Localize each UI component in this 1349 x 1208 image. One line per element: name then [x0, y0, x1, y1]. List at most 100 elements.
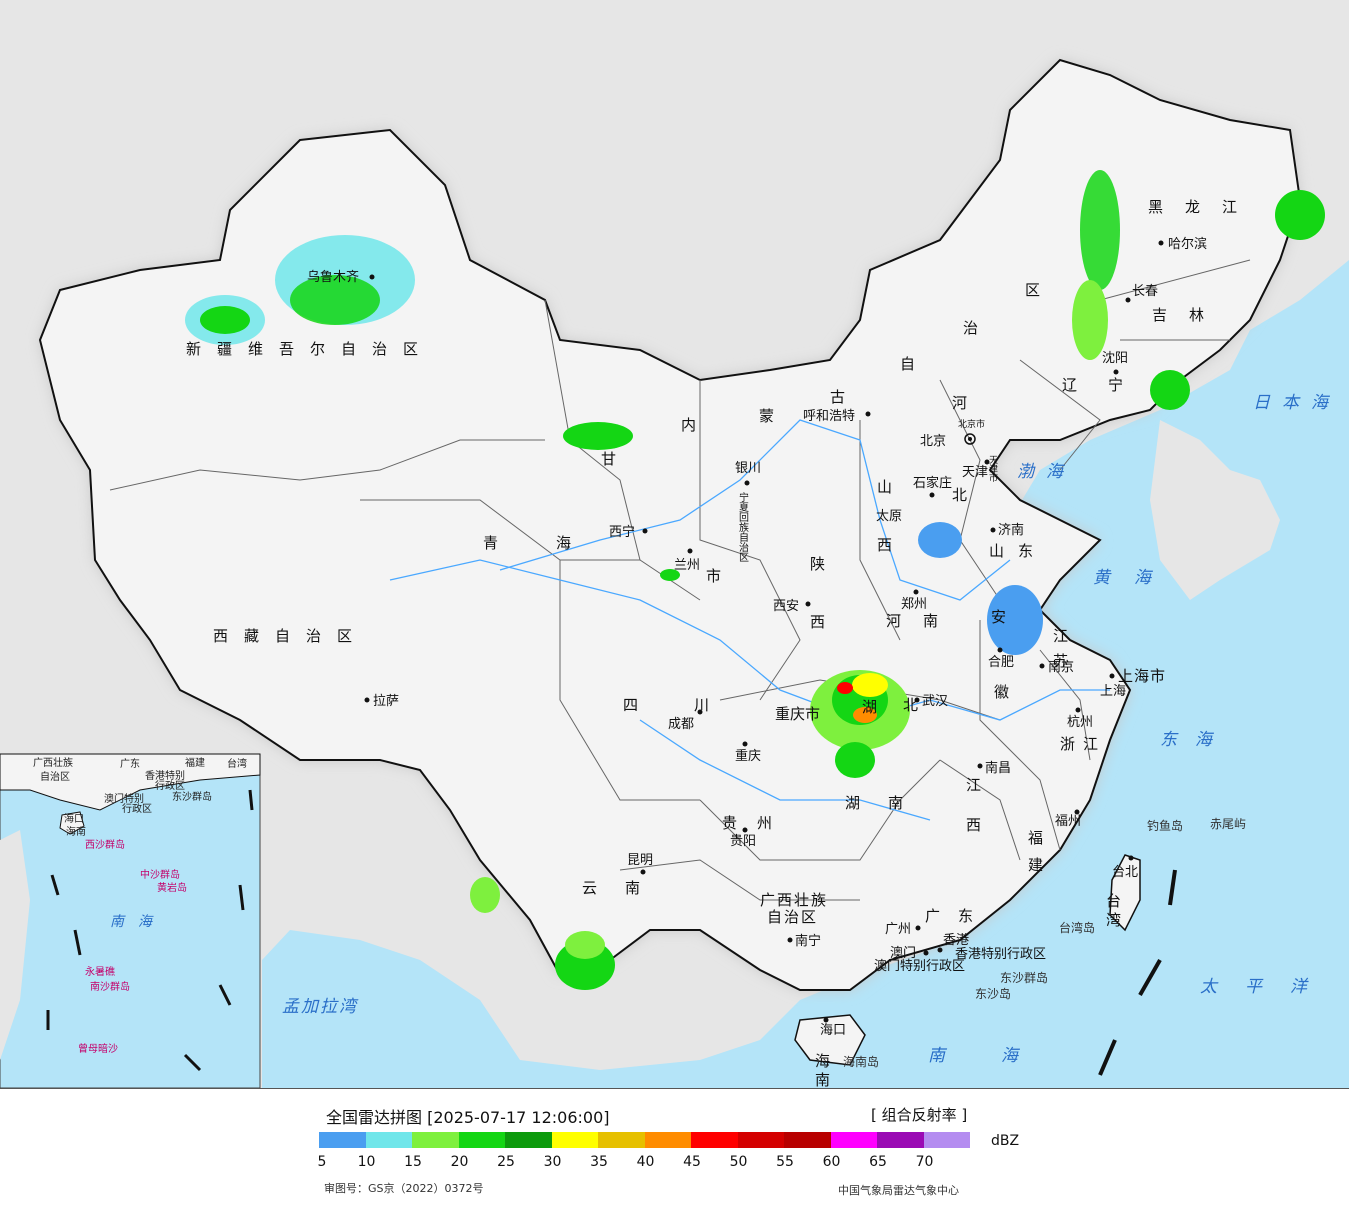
inset-label: 香港特别	[145, 770, 185, 782]
province-label: 上海市	[1118, 667, 1166, 685]
approval-number: 审图号：GS京（2022）0372号	[324, 1182, 484, 1195]
province-label: 辽	[1062, 376, 1093, 394]
province-label: 山东	[989, 542, 1047, 560]
scale-swatch	[784, 1132, 831, 1148]
city-label: 武汉	[922, 694, 948, 709]
city-label: 澳门	[890, 945, 916, 961]
sar-label: 澳门特别行政区	[874, 958, 965, 974]
inset-label: 南沙群岛	[90, 980, 130, 993]
province-label: 蒙	[759, 407, 790, 425]
inset-label: 行政区	[122, 802, 152, 815]
city-label: 海口	[820, 1023, 846, 1038]
province-label: 湖南	[845, 794, 931, 812]
scale-swatch	[505, 1132, 552, 1148]
hainan-island	[794, 1014, 866, 1066]
city-label: 南京	[1048, 659, 1074, 675]
city-label: 济南	[998, 522, 1024, 538]
inset-label: 澳门特别	[104, 792, 144, 805]
scale-tick-label: 40	[636, 1154, 655, 1170]
city-label: 合肥	[988, 655, 1014, 670]
city-label: 南昌	[985, 760, 1011, 776]
map-canvas	[0, 0, 1349, 1088]
inset-sea-label: 南海	[110, 914, 166, 930]
inset-label: 广西壮族	[33, 756, 73, 769]
sea-label: 南海	[928, 1046, 1074, 1066]
inset-label: 广东	[120, 757, 140, 770]
maritime-boundary	[1098, 869, 1177, 1076]
province-label: 治	[963, 319, 994, 337]
sea-label: 日本海	[1253, 393, 1340, 413]
province-label: 四川	[623, 696, 765, 714]
province-label: 山	[877, 478, 908, 496]
sea-label: 孟加拉湾	[282, 997, 359, 1017]
province-label: 自治区	[767, 908, 818, 926]
province-label: 北	[952, 486, 983, 504]
city-label: 石家庄	[913, 475, 952, 491]
scale-swatch	[319, 1132, 366, 1148]
city-label: 贵阳	[730, 834, 756, 849]
city-label: 广州	[885, 922, 911, 937]
province-label: 西	[810, 613, 841, 631]
island-label: 海南岛	[843, 1054, 879, 1069]
scale-tick-label: 15	[404, 1154, 422, 1170]
scale-swatch	[877, 1132, 924, 1148]
city-label: 哈尔滨	[1168, 236, 1207, 252]
province-label: 自	[900, 355, 931, 373]
inset-label: 东沙群岛	[172, 790, 212, 803]
province-label: 古	[830, 388, 861, 406]
city-label: 西宁	[609, 524, 635, 540]
scale-tick-label: 60	[822, 1154, 841, 1170]
city-markers: 乌鲁木齐 拉萨 西宁 兰州 银川 呼和浩特 北京 北京市 天津 天津市 石家庄 …	[307, 236, 1207, 1038]
inset-label: 台湾	[227, 757, 247, 770]
inset-label: 西沙群岛	[85, 838, 125, 851]
scale-tick-label: 25	[497, 1154, 515, 1170]
product-label: [ 组合反射率 ]	[871, 1106, 968, 1124]
inset-labels: 广西壮族 自治区 广东 福建 台湾 香港特别 行政区 澳门特别 行政区 东沙群岛…	[33, 756, 247, 1055]
scale-swatch	[923, 1132, 970, 1148]
city-label: 呼和浩特	[803, 409, 855, 424]
province-label: 西藏自治区	[213, 627, 368, 645]
scale-swatch	[458, 1132, 505, 1148]
province-label: 市	[706, 567, 737, 585]
province-label: 台湾	[1104, 893, 1122, 931]
sar-label: 香港特别行政区	[955, 947, 1046, 962]
sea-label: 渤海	[1017, 462, 1075, 482]
scale-swatch	[412, 1132, 459, 1148]
city-label: 天津市	[987, 455, 998, 483]
city-label: 长春	[1132, 284, 1158, 299]
city-label: 成都	[668, 717, 694, 732]
sea-area	[262, 260, 1349, 1088]
inset-label: 福建	[185, 756, 205, 769]
city-label: 西安	[773, 599, 799, 614]
city-label: 杭州	[1067, 715, 1093, 730]
province-label: 重庆市	[775, 705, 820, 723]
province-label: 浙江	[1060, 735, 1106, 753]
scale-swatch	[691, 1132, 738, 1148]
city-label: 天津	[962, 465, 988, 480]
producer-label: 中国气象局雷达气象中心	[838, 1184, 959, 1197]
province-label: 河	[952, 394, 983, 412]
inset-label: 黄岩岛	[157, 881, 187, 894]
city-label: 郑州	[901, 597, 927, 612]
scale-tick-label: 55	[776, 1154, 794, 1170]
map-labels: 新疆维吾尔自治区 西藏自治区 青海 甘 内 蒙 古 自 治 区 黑龙江 吉林 辽…	[33, 198, 1340, 1088]
rivers	[389, 419, 1110, 821]
province-label: 甘	[601, 450, 632, 468]
province-label: 福建	[1026, 830, 1044, 884]
inset-label: 行政区	[155, 779, 185, 792]
legend-title: 全国雷达拼图 [2025-07-17 12:06:00]	[326, 1108, 610, 1127]
city-label: 南宁	[795, 933, 821, 949]
inset-label: 自治区	[40, 770, 70, 783]
korea-japan-land	[1150, 420, 1280, 600]
city-label: 银川	[735, 461, 761, 476]
scale-tick-label: 45	[683, 1154, 701, 1170]
scale-tick-label: 10	[357, 1154, 376, 1170]
province-label: 贵州	[722, 814, 792, 832]
radar-map: 新疆维吾尔自治区 西藏自治区 青海 甘 内 蒙 古 自 治 区 黑龙江 吉林 辽…	[0, 0, 1349, 1089]
taiwan-island	[1109, 854, 1141, 932]
city-label: 重庆	[735, 748, 761, 764]
province-label: 内	[681, 416, 712, 434]
legend-panel	[0, 1089, 1349, 1208]
province-label: 西	[966, 816, 997, 834]
radar-echoes	[185, 170, 1325, 990]
